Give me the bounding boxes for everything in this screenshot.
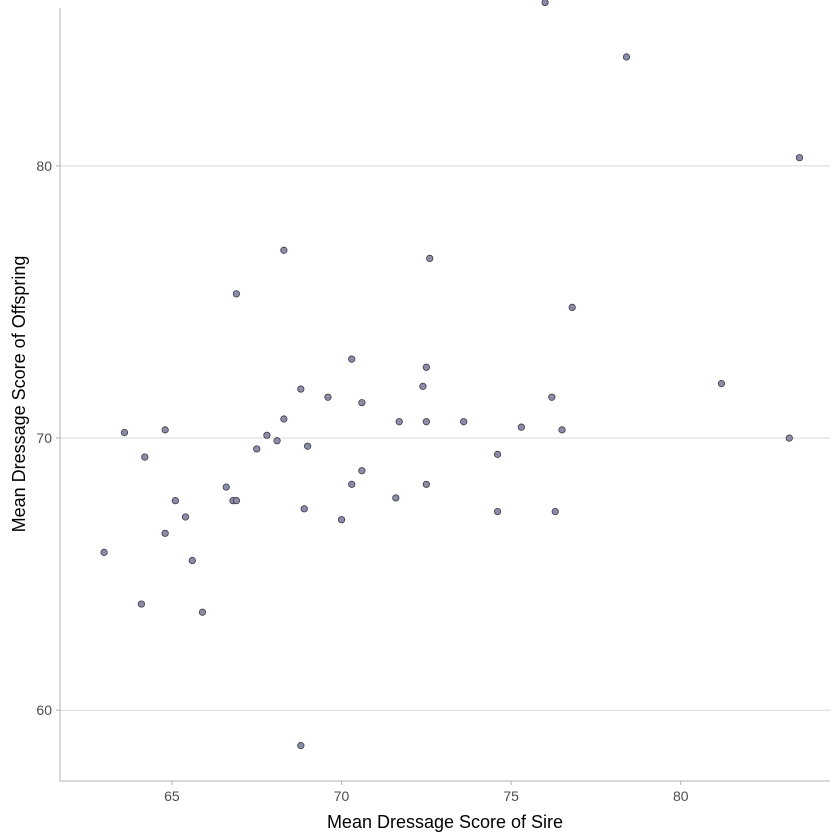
data-point — [548, 393, 556, 401]
y-tick-label: 80 — [36, 158, 52, 174]
data-point — [795, 154, 804, 162]
data-point — [358, 467, 366, 475]
data-point — [551, 507, 559, 516]
x-tick-label: 70 — [334, 788, 350, 804]
y-axis-title: Mean Dressage Score of Offspring — [9, 256, 29, 533]
data-point — [198, 608, 207, 616]
data-point — [263, 431, 271, 439]
data-point — [100, 548, 108, 556]
data-point — [161, 426, 169, 434]
data-point — [280, 246, 288, 254]
data-point — [348, 355, 356, 363]
y-tick-label: 70 — [36, 430, 52, 446]
data-point — [395, 418, 403, 426]
data-point — [141, 453, 149, 461]
data-point — [622, 53, 631, 61]
axis-ticks: 60 70 80 65 70 75 80 — [36, 158, 688, 804]
y-tick-label: 60 — [36, 702, 52, 718]
data-point — [422, 480, 430, 488]
data-point — [541, 0, 549, 7]
data-points — [100, 0, 804, 750]
data-point — [785, 434, 793, 442]
data-point — [300, 505, 308, 513]
data-point — [493, 507, 502, 516]
data-point — [232, 497, 240, 505]
data-point — [273, 437, 281, 445]
data-point — [181, 513, 190, 521]
data-point — [426, 254, 434, 263]
gridlines — [60, 165, 830, 711]
x-axis-title: Mean Dressage Score of Sire — [327, 812, 563, 832]
data-point — [324, 393, 332, 401]
data-point — [304, 442, 312, 450]
data-point — [297, 742, 305, 750]
data-point — [460, 418, 468, 426]
data-point — [188, 556, 196, 565]
x-tick-label: 75 — [503, 788, 519, 804]
data-point — [348, 480, 356, 488]
data-point — [568, 303, 576, 312]
data-point — [493, 450, 502, 458]
data-point — [232, 290, 240, 298]
data-point — [171, 497, 179, 505]
data-point — [120, 429, 129, 437]
data-point — [161, 529, 169, 537]
data-point — [419, 382, 427, 390]
data-point — [717, 380, 726, 388]
data-point — [392, 494, 400, 502]
data-point — [422, 418, 430, 426]
data-point — [422, 363, 430, 371]
data-point — [337, 516, 346, 524]
data-point — [280, 415, 288, 423]
data-point — [253, 445, 261, 453]
x-tick-label: 65 — [164, 788, 180, 804]
data-point — [297, 385, 305, 393]
data-point — [137, 600, 146, 608]
data-point — [517, 423, 525, 431]
data-point — [558, 426, 566, 434]
data-point — [358, 399, 366, 407]
x-tick-label: 80 — [673, 788, 689, 804]
data-point — [222, 483, 230, 491]
